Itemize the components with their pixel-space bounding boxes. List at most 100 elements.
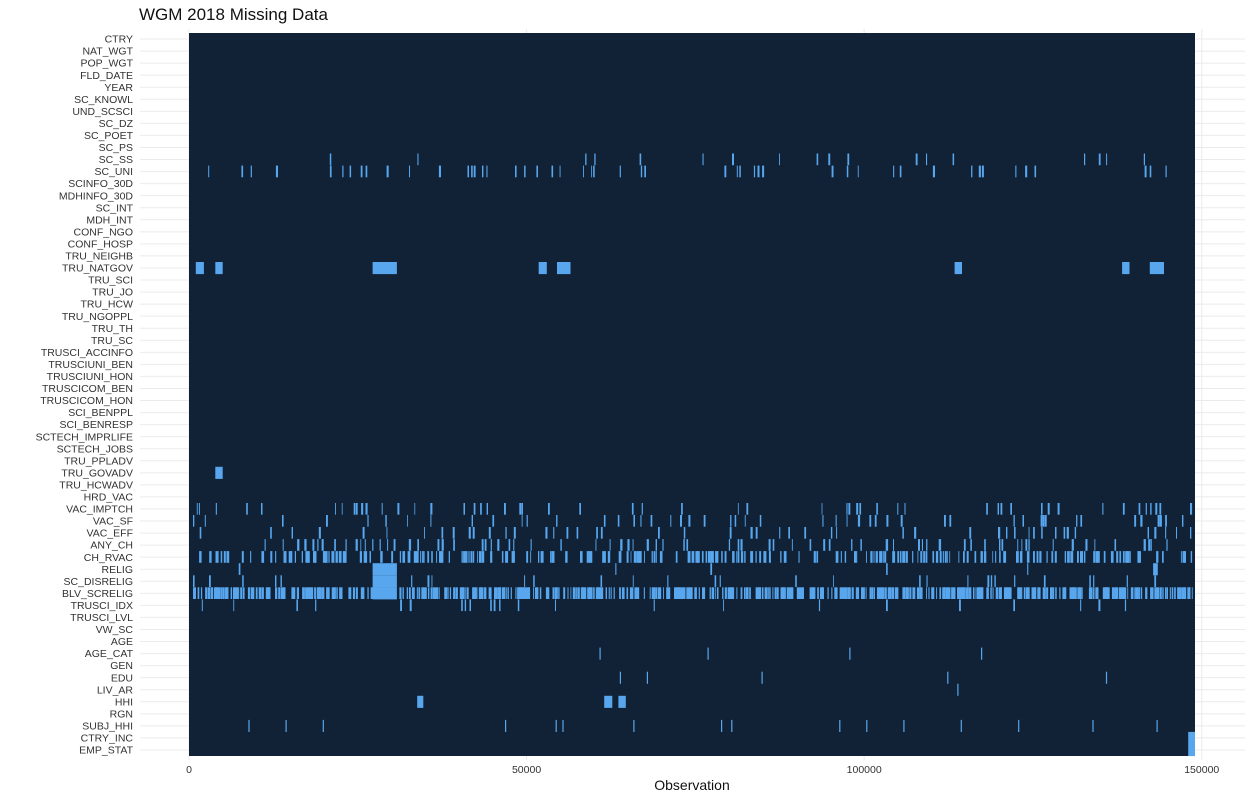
missing-mark (710, 563, 713, 575)
missing-mark (243, 587, 245, 599)
missing-mark (694, 587, 697, 599)
missing-mark (889, 587, 892, 599)
missing-mark (314, 587, 317, 599)
missing-mark (655, 539, 657, 551)
missing-mark (949, 515, 952, 527)
missing-mark (926, 575, 928, 587)
missing-mark (524, 575, 526, 587)
missing-mark (1022, 515, 1024, 527)
missing-mark (779, 527, 781, 539)
missing-mark (884, 587, 887, 599)
missing-mark (981, 647, 983, 660)
missing-mark (981, 165, 984, 178)
missing-mark (903, 719, 905, 732)
missing-mark (480, 587, 484, 599)
missing-mark (473, 165, 476, 178)
missing-mark (463, 551, 466, 563)
missing-mark (932, 165, 935, 178)
missing-mark (539, 587, 542, 599)
y-tick-label: AGE (111, 636, 133, 648)
y-tick-label: EMP_STAT (79, 745, 133, 757)
missing-mark (721, 551, 723, 563)
missing-mark (686, 539, 689, 551)
missing-mark (845, 587, 848, 599)
missing-mark (969, 587, 972, 599)
missing-mark (498, 587, 501, 599)
missing-mark (364, 539, 366, 551)
missing-mark (978, 165, 981, 178)
missing-mark (740, 551, 744, 563)
missing-mark (781, 587, 785, 599)
missing-mark (505, 719, 507, 732)
missing-mark (517, 599, 520, 612)
missing-mark (709, 587, 711, 599)
missing-mark (893, 539, 894, 551)
missing-mark (367, 587, 369, 599)
missing-mark (640, 165, 643, 178)
missing-mark (538, 551, 540, 563)
missing-mark (526, 551, 529, 563)
missing-mark (1033, 551, 1035, 563)
missing-mark (436, 551, 438, 563)
missing-mark (1055, 527, 1057, 539)
missing-mark (1066, 527, 1069, 539)
missing-mark (515, 165, 517, 178)
missing-mark (899, 165, 902, 178)
missing-mark (818, 599, 821, 612)
missing-mark (813, 551, 816, 563)
missing-mark (1188, 587, 1191, 599)
missing-mark (992, 587, 994, 599)
missing-mark (427, 551, 430, 563)
missing-mark (291, 587, 294, 599)
missing-mark (555, 719, 557, 732)
missing-mark (1050, 587, 1053, 599)
missing-mark (948, 587, 951, 599)
missing-mark (653, 599, 655, 612)
missing-mark (1126, 551, 1130, 563)
missing-mark (210, 587, 213, 599)
missing-mark (994, 575, 996, 587)
missing-mark (1124, 587, 1127, 599)
missing-mark (215, 551, 218, 563)
missing-mark (1103, 551, 1106, 563)
missing-mark (796, 587, 799, 599)
missing-mark (774, 587, 777, 599)
missing-mark (360, 539, 362, 551)
missing-mark (417, 153, 419, 166)
missing-mark (919, 575, 921, 587)
missing-mark (349, 587, 352, 599)
missing-mark (755, 551, 757, 563)
missing-mark (902, 527, 904, 539)
missing-mark (435, 587, 439, 599)
missing-mark (1080, 599, 1082, 612)
missing-mark (587, 587, 590, 599)
missing-mark (722, 587, 724, 599)
missing-mark (505, 527, 507, 539)
missing-mark (839, 587, 843, 599)
missing-mark (1067, 551, 1070, 563)
missing-mark (545, 587, 550, 599)
missing-block (417, 695, 424, 708)
missing-mark (944, 515, 946, 527)
missing-mark (984, 539, 986, 551)
missing-mark (208, 165, 210, 178)
missing-mark (321, 587, 324, 599)
missing-mark (963, 587, 966, 599)
missing-mark (359, 551, 362, 563)
missing-mark (691, 587, 693, 599)
missing-mark (409, 599, 412, 612)
missing-mark (619, 587, 621, 599)
missing-mark (427, 575, 430, 587)
missing-mark (1063, 527, 1066, 539)
missing-mark (285, 719, 287, 732)
missing-mark (651, 587, 655, 599)
y-tick-label: TRU_JO (92, 287, 133, 299)
x-tick-label: 100000 (847, 764, 882, 776)
missing-mark (928, 587, 930, 599)
missing-mark (962, 587, 965, 599)
missing-mark (476, 587, 478, 599)
missing-mark (269, 587, 271, 599)
missing-mark (759, 551, 762, 563)
missing-mark (1041, 527, 1043, 539)
missing-mark (407, 551, 411, 563)
